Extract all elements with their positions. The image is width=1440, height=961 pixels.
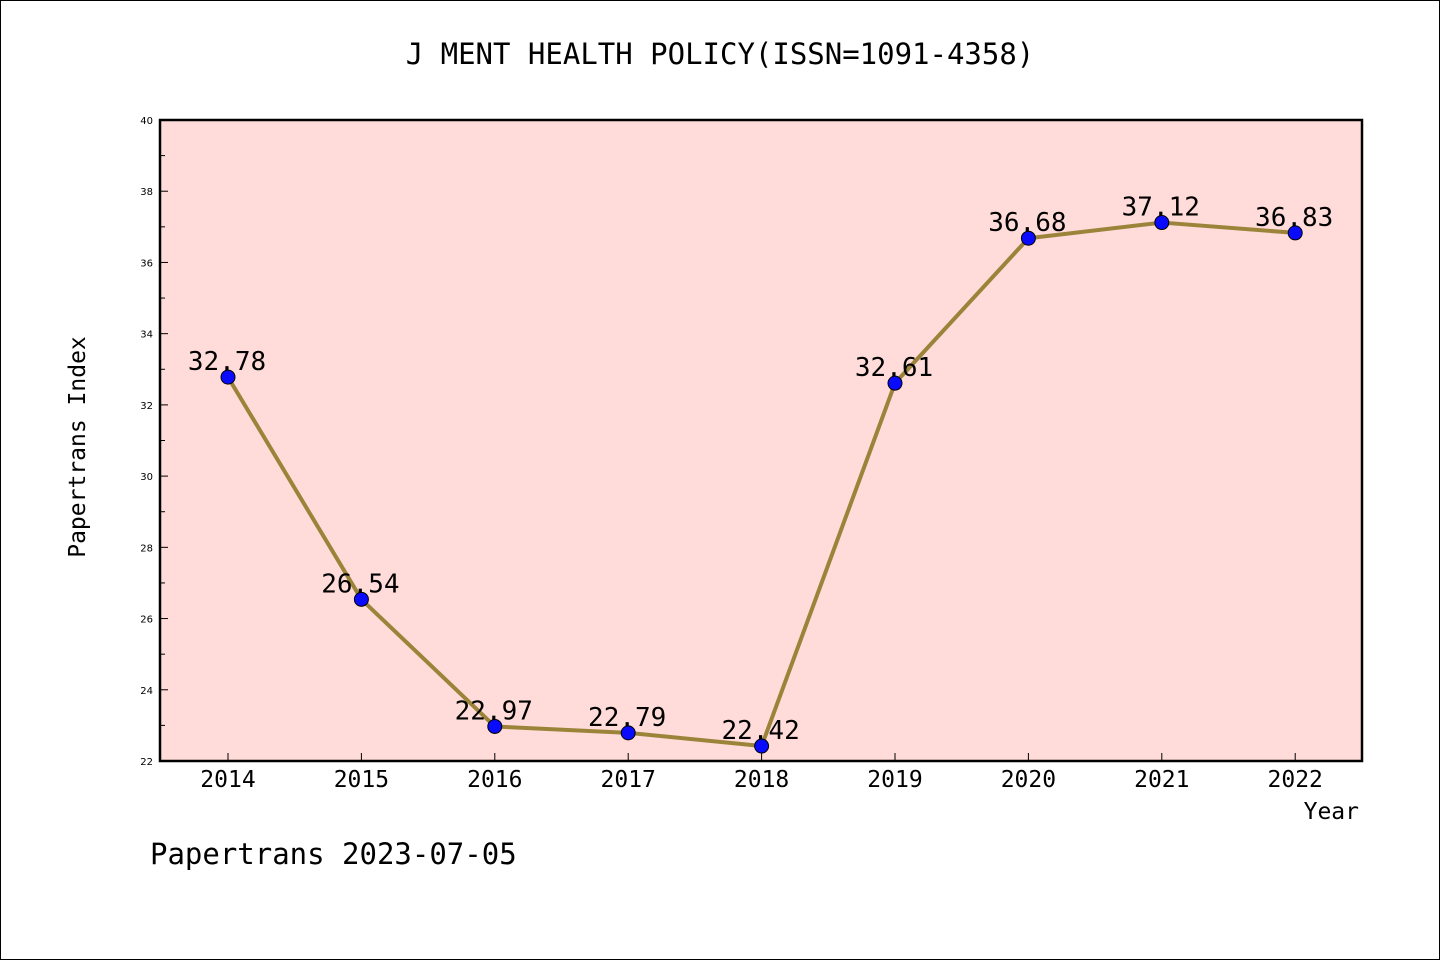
x-tick-label: 2014: [200, 767, 255, 793]
data-point: [1287, 225, 1303, 241]
data-label: 22.97: [455, 696, 533, 726]
y-tick-label: 34: [140, 330, 153, 341]
y-tick-label: 40: [140, 116, 153, 127]
data-point: [220, 369, 236, 385]
data-point: [887, 375, 903, 391]
chart-title: J MENT HEALTH POLICY(ISSN=1091-4358): [405, 37, 1035, 71]
data-label: 36.68: [988, 208, 1066, 238]
x-tick-label: 2017: [601, 767, 656, 793]
data-point: [620, 725, 636, 741]
x-axis-label: Year: [1303, 799, 1359, 825]
y-tick-label: 28: [140, 543, 153, 554]
x-tick-label: 2015: [334, 767, 389, 793]
y-tick-label: 24: [140, 686, 153, 697]
y-tick-label: 30: [140, 472, 153, 483]
x-tick-label: 2020: [1001, 767, 1056, 793]
x-tick-label: 2016: [467, 767, 522, 793]
y-tick-label: 36: [140, 258, 153, 269]
x-tick-label: 2022: [1268, 767, 1323, 793]
footer-credit: Papertrans 2023-07-05: [150, 837, 517, 871]
y-tick-label: 26: [140, 615, 153, 626]
data-label: 26.54: [321, 569, 399, 599]
data-label: 32.61: [855, 353, 933, 383]
data-point: [1154, 215, 1170, 231]
x-tick-label: 2019: [867, 767, 922, 793]
data-point: [353, 591, 369, 607]
data-point: [754, 738, 770, 754]
data-label: 22.79: [588, 703, 666, 733]
x-tick-label: 2018: [734, 767, 789, 793]
y-tick-label: 38: [140, 187, 153, 198]
data-point: [1020, 230, 1036, 246]
data-label: 36.83: [1255, 203, 1333, 233]
data-label: 37.12: [1122, 193, 1200, 223]
x-tick-label: 2021: [1134, 767, 1189, 793]
y-tick-label: 32: [140, 401, 153, 412]
y-tick-label: 22: [140, 757, 153, 768]
data-point: [487, 718, 503, 734]
data-label: 22.42: [721, 716, 799, 746]
data-label: 32.78: [188, 347, 266, 377]
plot-frame: [158, 118, 1364, 763]
